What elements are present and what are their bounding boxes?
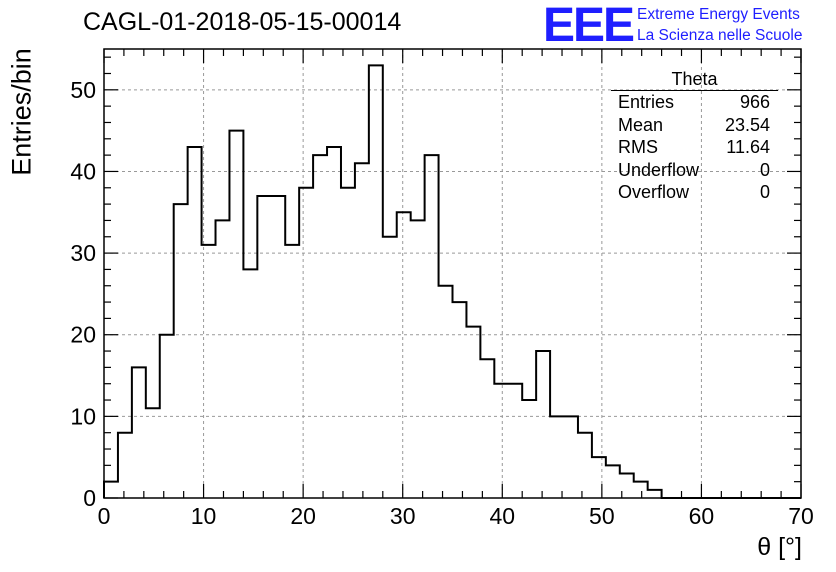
- histogram-bin: [104, 482, 118, 498]
- histogram-bin: [439, 286, 453, 498]
- histogram-outline: [103, 64, 801, 499]
- histogram-bin: [536, 351, 550, 498]
- histogram-bin: [508, 384, 522, 498]
- stats-value: 0: [759, 159, 770, 180]
- histogram-bin: [327, 147, 341, 498]
- histogram-bin: [592, 457, 606, 498]
- histogram-bin: [355, 163, 369, 498]
- stats-label: RMS: [618, 137, 658, 158]
- stats-row-overflow: Overflow 0: [611, 181, 778, 204]
- histogram-bin: [216, 220, 230, 498]
- histogram-bin: [118, 433, 132, 498]
- histogram-bin: [494, 384, 508, 498]
- plot-frame: [103, 48, 802, 499]
- grid-lines: [104, 49, 801, 498]
- stats-title: Theta: [611, 68, 778, 91]
- x-tick-label: 30: [390, 503, 416, 529]
- histogram-bin: [564, 416, 578, 498]
- x-axis-label: θ [°]: [757, 533, 802, 561]
- x-tick-label: 40: [489, 503, 515, 529]
- histogram-bin: [341, 188, 355, 498]
- logo-line-2: La Scienza nelle Scuole: [637, 27, 803, 44]
- histogram-bin: [397, 212, 411, 498]
- stats-row-underflow: Underflow 0: [611, 159, 778, 182]
- x-tick-label: 50: [589, 503, 615, 529]
- stats-value: 23.54: [724, 114, 770, 135]
- histogram-bin: [411, 220, 425, 498]
- histogram-bin: [425, 155, 439, 498]
- histogram-bin: [174, 204, 188, 498]
- y-axis-label: Entries/bin: [6, 48, 37, 176]
- x-tick-label: 0: [98, 503, 111, 529]
- histogram-bin: [313, 155, 327, 498]
- histogram-bin: [522, 400, 536, 498]
- histogram-bin: [480, 359, 494, 498]
- stats-row-rms: RMS 11.64: [611, 136, 778, 159]
- x-tick-label: 20: [290, 503, 316, 529]
- stats-label: Entries: [618, 92, 675, 112]
- chart-title: CAGL-01-2018-05-15-00014: [83, 8, 402, 36]
- histogram-bin: [285, 245, 299, 498]
- histogram-bin: [369, 65, 383, 498]
- histogram-bin: [466, 327, 480, 498]
- stats-value: 11.64: [726, 137, 770, 158]
- stats-row-entries: Entries 966: [611, 91, 778, 114]
- stats-box: Theta Entries 966 Mean 23.54 RMS 11.64 U…: [611, 68, 778, 204]
- logo-line-1: Extreme Energy Events: [637, 6, 800, 23]
- histogram-bin: [202, 245, 216, 498]
- histogram-bars: [103, 64, 801, 499]
- y-tick-label: 0: [83, 485, 96, 511]
- y-tick-label: 50: [70, 77, 96, 103]
- stats-row-mean: Mean 23.54: [611, 114, 778, 137]
- histogram-bin: [383, 237, 397, 498]
- y-tick-label: 10: [70, 403, 96, 429]
- histogram-bin: [257, 196, 271, 498]
- eee-logo: EEE: [543, 0, 635, 52]
- stats-value: 966: [739, 92, 770, 112]
- stats-value: 0: [759, 182, 770, 203]
- histogram-bin: [453, 302, 467, 498]
- histogram-bin: [271, 196, 285, 498]
- histogram-bin: [243, 269, 257, 498]
- y-tick-label: 20: [70, 322, 96, 348]
- histogram-bin: [188, 147, 202, 498]
- histogram-bin: [229, 131, 243, 498]
- histogram-bin: [132, 367, 146, 498]
- x-tick-label: 70: [788, 503, 814, 529]
- y-tick-label: 30: [70, 240, 96, 266]
- histogram-bin: [634, 482, 648, 498]
- logo-caption: Extreme Energy Events La Scienza nelle S…: [637, 4, 802, 46]
- histogram-bin: [299, 188, 313, 498]
- histogram-bin: [606, 465, 620, 498]
- stats-label: Mean: [618, 114, 664, 135]
- histogram-bin: [550, 416, 564, 498]
- stats-label: Overflow: [618, 182, 690, 203]
- histogram-bin: [648, 490, 662, 498]
- y-tick-label: 40: [70, 158, 96, 184]
- tick-labels: 0 10 20 30 40 50 60 70 0 10 20 30 40 50: [70, 77, 813, 529]
- x-tick-label: 60: [689, 503, 715, 529]
- histogram-bin: [146, 408, 160, 498]
- stats-label: Underflow: [618, 159, 700, 180]
- x-tick-label: 10: [191, 503, 217, 529]
- histogram-bin: [578, 433, 592, 498]
